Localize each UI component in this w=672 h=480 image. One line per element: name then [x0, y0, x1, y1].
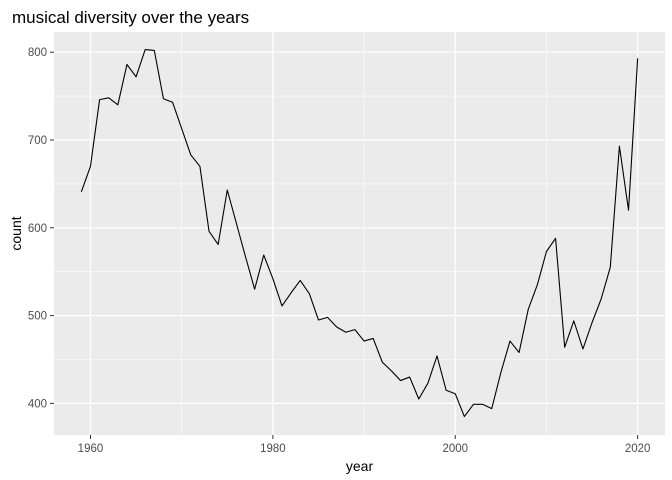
y-tick-label: 700: [28, 135, 47, 147]
minor-gridlines: [54, 32, 665, 435]
series-layer: [80, 49, 639, 418]
series-line: [80, 49, 639, 418]
x-tick-label: 2000: [442, 443, 468, 455]
y-tick-label: 500: [28, 311, 47, 323]
x-tick-label: 1980: [260, 443, 286, 455]
x-axis: 1960 1980 2000 2020: [78, 435, 651, 455]
plot-panel: [54, 32, 665, 435]
y-tick-label: 600: [28, 223, 47, 235]
y-tick-label: 800: [28, 47, 47, 59]
x-axis-title: year: [346, 458, 374, 474]
y-tick-label: 400: [28, 398, 47, 410]
x-tick-label: 1960: [78, 443, 104, 455]
major-gridlines: [54, 32, 665, 435]
chart-title: musical diversity over the years: [12, 8, 249, 27]
y-axis-title: count: [8, 216, 24, 250]
x-tick-label: 2020: [625, 443, 651, 455]
y-axis: 400 500 600 700 800: [28, 47, 54, 410]
